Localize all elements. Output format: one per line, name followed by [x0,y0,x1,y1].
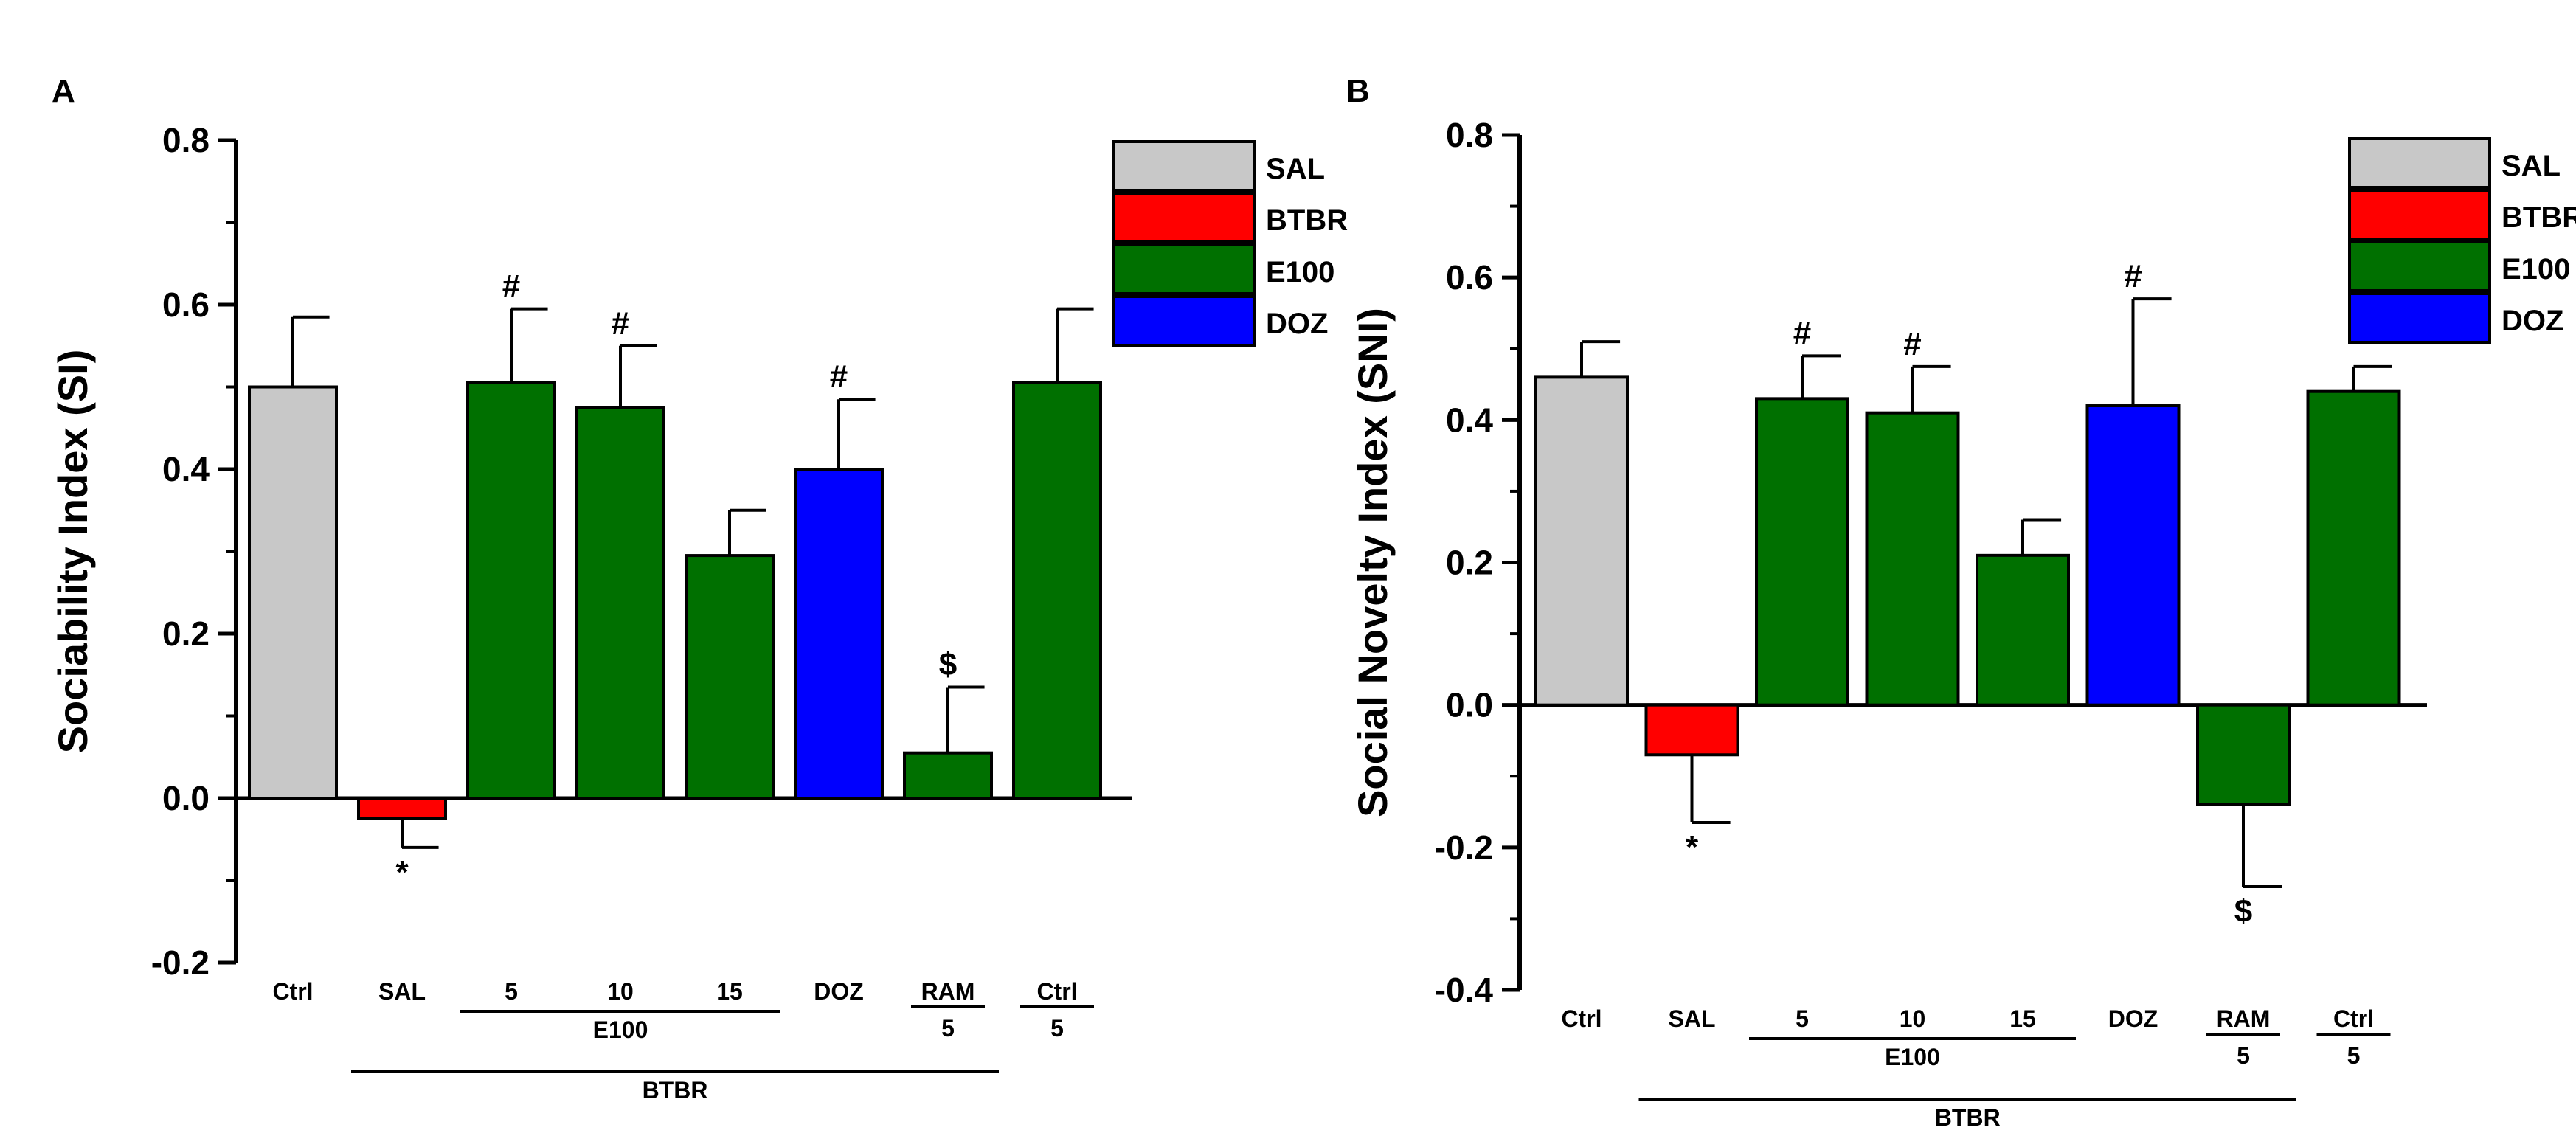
legend-swatch [1112,243,1256,295]
y-tick-label: 0.2 [1446,544,1493,582]
x-tick-label: Ctrl [272,978,313,1005]
significance-mark: $ [2234,893,2252,929]
significance-mark: * [1686,829,1699,865]
bar [2085,404,2181,707]
y-tick-label: 0.2 [162,614,210,653]
significance-mark: # [1903,326,1921,362]
x-tick-label: DOZ [2108,1005,2158,1032]
x-tick-sublabel: 5 [941,1015,955,1042]
significance-mark: # [502,269,520,305]
y-tick-label: 0.0 [162,779,210,817]
legend-swatch [1112,192,1256,243]
legend-label: BTBR [1266,204,1348,237]
bar [248,385,338,800]
bar [357,797,447,820]
y-tick-label: -0.4 [1435,971,1494,1009]
bar [903,751,993,800]
y-tick-label: 0.0 [1446,686,1493,724]
bar [1644,703,1739,757]
legend-label: SAL [2501,150,2561,182]
panel-letter: A [52,73,75,109]
x-tick-label: 15 [2009,1005,2036,1032]
bar [1755,397,1849,707]
x-tick-label: Ctrl [2333,1005,2374,1032]
significance-mark: # [2124,258,2142,294]
significance-mark: # [1793,315,1811,351]
bar [575,406,665,800]
panel-letter: B [1346,73,1370,109]
y-tick-label: 0.6 [162,285,210,324]
bar [794,468,884,800]
bar [1534,375,1629,707]
legend-swatch [1112,295,1256,347]
legend-swatch [2348,240,2491,292]
x-tick-label: SAL [378,978,426,1005]
legend-label: E100 [2501,253,2570,285]
y-tick-label: 0.6 [1446,258,1493,297]
legend-swatch [1112,140,1256,192]
group-label: BTBR [643,1077,708,1104]
y-axis-label: Sociability Index (SI) [49,350,96,754]
x-tick-label: Ctrl [1561,1005,1602,1032]
bar [1012,381,1102,800]
legend-label: DOZ [1266,308,1328,340]
y-tick-label: 0.8 [1446,116,1493,154]
x-tick-label: 15 [716,978,743,1005]
bar [1865,411,1960,707]
x-tick-label: 10 [607,978,634,1005]
x-tick-label: SAL [1669,1005,1716,1032]
x-tick-label: DOZ [814,978,864,1005]
x-tick-sublabel: 5 [2347,1042,2361,1069]
y-tick-label: 0.4 [162,450,210,488]
group-label: E100 [1885,1044,1940,1070]
bar [2306,389,2401,707]
y-tick-label: -0.2 [1435,828,1493,867]
bar [1976,553,2070,707]
y-tick-label: 0.8 [162,121,210,159]
significance-mark: $ [939,646,957,682]
legend-label: DOZ [2501,305,2563,337]
significance-mark: # [612,305,629,342]
x-tick-label: 10 [1900,1005,1926,1032]
x-tick-sublabel: 5 [1050,1015,1064,1042]
group-label: BTBR [1935,1104,2001,1131]
x-tick-label: 5 [505,978,518,1005]
y-tick-label: 0.4 [1446,401,1493,439]
bar [685,554,775,800]
legend-label: SAL [1266,153,1325,185]
x-tick-label: Ctrl [1036,978,1077,1005]
legend-swatch [2348,137,2491,189]
panel-b-chart: B -0.4 -0.2 0.0 0.2 0.4 0.6 0.8 Social Novelty I… [1346,73,2576,1131]
x-tick-label: RAM [921,978,975,1005]
legend-label: BTBR [2501,201,2576,234]
legend-swatch [2348,189,2491,240]
significance-mark: # [830,359,848,395]
x-tick-sublabel: 5 [2237,1042,2250,1069]
y-axis-label: Social Novelty Index (SNI) [1349,308,1396,817]
bar [466,381,556,800]
group-label: E100 [593,1016,648,1043]
legend-swatch [2348,292,2491,344]
bar [2196,703,2291,806]
significance-mark: * [395,854,409,890]
x-tick-label: RAM [2217,1005,2271,1032]
y-tick-label: -0.2 [151,943,210,982]
panel-a-chart: A -0.2 0.0 0.2 0.4 0.6 0.8 Sociability Index (S… [49,73,1348,1104]
x-tick-label: 5 [1796,1005,1809,1032]
legend-label: E100 [1266,256,1334,288]
